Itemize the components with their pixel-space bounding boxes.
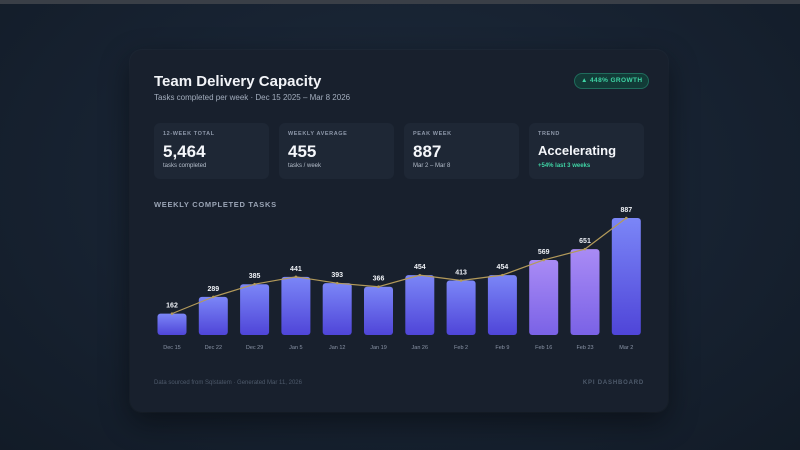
trend-point bbox=[335, 281, 339, 285]
dashboard-card: Team Delivery Capacity Tasks completed p… bbox=[130, 50, 668, 412]
bar-jan-12 bbox=[322, 283, 352, 335]
page-title: Team Delivery Capacity bbox=[154, 73, 322, 90]
bar-dec-22 bbox=[198, 296, 228, 335]
kpi-label: 12-WEEK TOTAL bbox=[163, 131, 215, 137]
bar-value-label: 413 bbox=[455, 270, 467, 277]
trend-line bbox=[171, 217, 627, 315]
trend-point bbox=[170, 312, 174, 315]
kpi-sub: Mar 2 – Mar 8 bbox=[413, 163, 451, 169]
x-tick-label: Jan 5 bbox=[289, 345, 302, 351]
trend-point bbox=[542, 258, 545, 262]
bar-dec-29 bbox=[240, 284, 270, 335]
kpi-value: 5,464 bbox=[163, 142, 206, 161]
footer-source: Data sourced from Sqlstatem · Generated … bbox=[154, 380, 302, 386]
x-tick-label: Feb 2 bbox=[454, 345, 468, 351]
weekly-tasks-chart: 162 Dec 15 289 Dec 22 385 Dec 29 441 Jan 5 393 Ja… bbox=[157, 207, 641, 351]
x-tick-label: Jan 26 bbox=[412, 345, 429, 351]
window-top-bar bbox=[0, 0, 800, 4]
kpi-card-average: WEEKLY AVERAGE 455 tasks / week bbox=[279, 123, 394, 179]
kpi-sub: +54% last 3 weeks bbox=[538, 163, 591, 169]
bar-value-label: 366 bbox=[373, 276, 385, 283]
kpi-card-trend: TREND Accelerating +54% last 3 weeks bbox=[529, 123, 644, 179]
bar-value-label: 887 bbox=[620, 207, 632, 214]
kpi-sub: tasks completed bbox=[163, 163, 207, 169]
page-subtitle: Tasks completed per week · Dec 15 2025 –… bbox=[154, 93, 351, 102]
x-tick-label: Jan 12 bbox=[329, 345, 346, 351]
x-tick-label: Dec 22 bbox=[205, 345, 222, 351]
trend-point bbox=[418, 273, 422, 277]
trend-point bbox=[377, 285, 380, 289]
kpi-sub: tasks / week bbox=[288, 163, 322, 169]
bar-feb-2 bbox=[446, 280, 476, 335]
bar-jan-26 bbox=[405, 275, 435, 335]
kpi-value: 455 bbox=[288, 142, 317, 161]
bar-mar-2 bbox=[611, 218, 641, 335]
x-tick-label: Feb 23 bbox=[576, 345, 593, 351]
kpi-value: Accelerating bbox=[538, 143, 617, 158]
bar-feb-23 bbox=[570, 249, 600, 335]
bar-value-label: 393 bbox=[331, 272, 343, 279]
x-tick-label: Dec 29 bbox=[246, 345, 263, 351]
bar-value-label: 385 bbox=[249, 273, 261, 280]
growth-badge: ▲ 448% GROWTH bbox=[574, 73, 650, 89]
bar-value-label: 569 bbox=[538, 249, 550, 256]
bar-jan-19 bbox=[364, 286, 393, 335]
kpi-label: TREND bbox=[538, 131, 560, 137]
kpi-card-peak: PEAK WEEK 887 Mar 2 – Mar 8 bbox=[404, 123, 519, 179]
x-tick-label: Feb 16 bbox=[535, 345, 552, 351]
bar-value-label: 441 bbox=[290, 266, 302, 273]
kpi-label: WEEKLY AVERAGE bbox=[288, 131, 348, 137]
kpi-value: 887 bbox=[413, 142, 442, 161]
footer-label: KPI DASHBOARD bbox=[582, 380, 644, 386]
bar-dec-15 bbox=[157, 313, 187, 335]
x-tick-label: Mar 2 bbox=[619, 345, 633, 351]
bar-feb-9 bbox=[487, 275, 517, 335]
bar-value-label: 651 bbox=[579, 238, 591, 245]
kpi-label: PEAK WEEK bbox=[413, 131, 452, 137]
trend-point bbox=[625, 216, 628, 220]
trend-point bbox=[459, 279, 463, 282]
trend-point bbox=[501, 273, 504, 277]
x-tick-label: Jan 19 bbox=[370, 345, 387, 351]
x-tick-label: Dec 15 bbox=[163, 345, 180, 351]
kpi-card-total: 12-WEEK TOTAL 5,464 tasks completed bbox=[154, 123, 269, 179]
trend-point bbox=[253, 282, 256, 286]
trend-point bbox=[212, 295, 215, 299]
trend-point bbox=[583, 247, 587, 251]
bar-value-label: 454 bbox=[414, 264, 426, 271]
bar-value-label: 454 bbox=[497, 264, 509, 271]
bar-value-label: 162 bbox=[166, 303, 178, 310]
trend-point bbox=[294, 275, 298, 279]
bar-value-label: 289 bbox=[207, 286, 219, 293]
bar-feb-16 bbox=[529, 259, 559, 335]
bar-jan-5 bbox=[281, 276, 311, 335]
x-tick-label: Feb 9 bbox=[495, 345, 509, 351]
chart-title: WEEKLY COMPLETED TASKS bbox=[154, 200, 277, 209]
